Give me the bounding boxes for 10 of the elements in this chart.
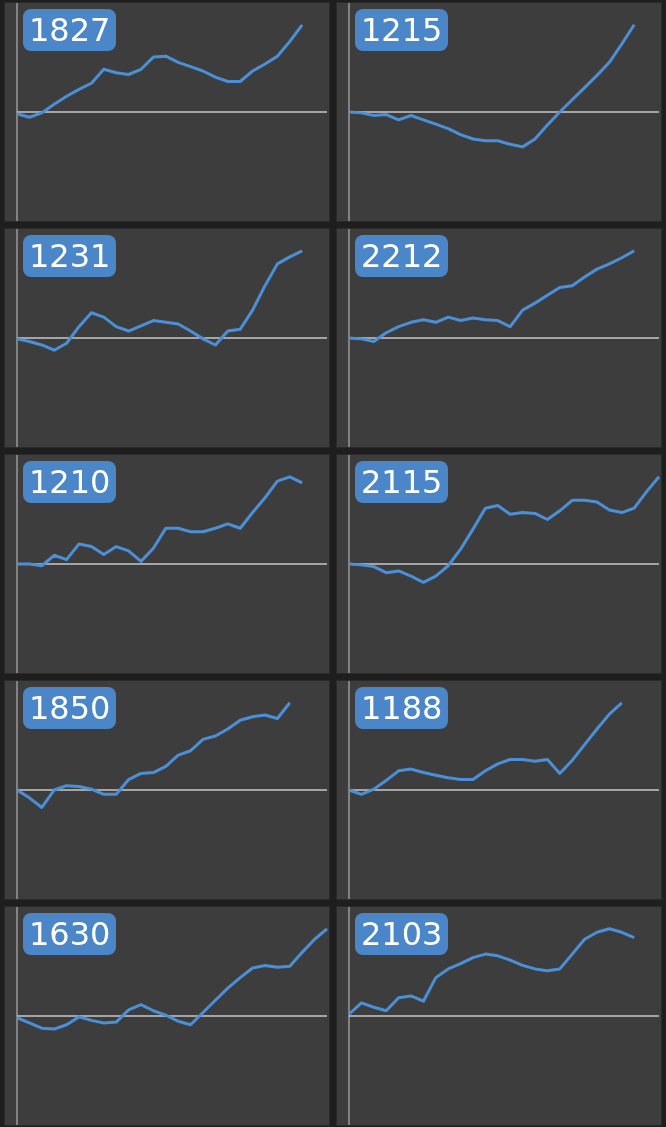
chart-title: 1210 — [23, 461, 117, 503]
chart-title: 2103 — [355, 913, 449, 955]
chart-title: 1231 — [23, 235, 117, 277]
chart-title: 1630 — [23, 913, 117, 955]
chart-title: 1215 — [355, 9, 449, 51]
chart-title: 2212 — [355, 235, 449, 277]
chart-title: 2115 — [355, 461, 449, 503]
chart-title: 1827 — [23, 9, 117, 51]
chart-title: 1850 — [23, 687, 117, 729]
chart-title: 1188 — [355, 687, 449, 729]
